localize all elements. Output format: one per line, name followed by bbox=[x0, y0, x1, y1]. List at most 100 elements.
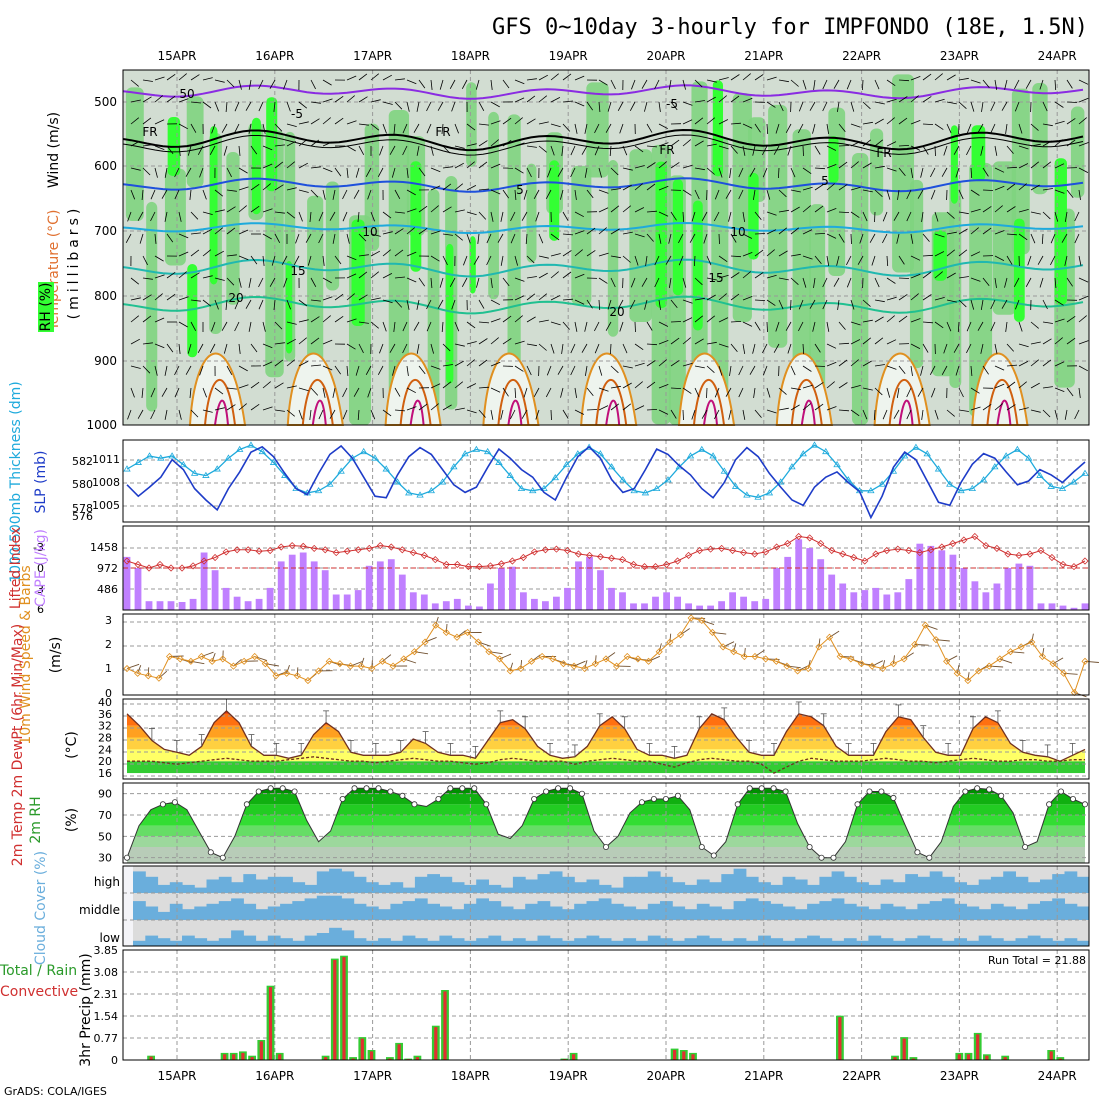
wind-barb bbox=[598, 207, 609, 213]
contour-label: 5 bbox=[516, 183, 524, 197]
wind-barb bbox=[358, 96, 368, 103]
rh-high-region bbox=[950, 125, 958, 204]
wind-barb bbox=[742, 252, 753, 257]
precip-tick: 2.31 bbox=[94, 988, 119, 1001]
wind-barb bbox=[154, 274, 165, 279]
wind-barb bbox=[574, 75, 585, 81]
wind-barb bbox=[394, 276, 406, 279]
cloud-cell bbox=[194, 906, 208, 920]
wind-barb bbox=[466, 143, 477, 147]
cloud-cell bbox=[439, 876, 453, 893]
wind-speed-point bbox=[442, 628, 450, 637]
wind-barb bbox=[982, 206, 992, 213]
wind-barb bbox=[406, 101, 410, 112]
wind-barb bbox=[1006, 145, 1014, 154]
wind-barb bbox=[994, 343, 998, 354]
rh-mid-region bbox=[186, 96, 204, 188]
wind-barb bbox=[753, 387, 756, 398]
wind-barb bbox=[478, 386, 490, 389]
wind-barb bbox=[226, 365, 233, 375]
wind-barb bbox=[1030, 143, 1041, 147]
wind-barb bbox=[130, 338, 140, 345]
wind-barb bbox=[406, 189, 416, 196]
wind-barb bbox=[701, 409, 708, 419]
wind-barb bbox=[898, 117, 908, 125]
wind-barb bbox=[837, 299, 840, 310]
rh-mid-region bbox=[732, 93, 752, 323]
date-label-bottom: 15APR bbox=[157, 1069, 196, 1083]
wind-barb bbox=[365, 167, 372, 177]
wind-barb bbox=[523, 189, 528, 200]
wind-barb bbox=[802, 384, 813, 389]
wind-barb bbox=[694, 189, 700, 200]
wind-barb bbox=[886, 255, 889, 267]
precip-total-label: Total / Rain bbox=[0, 963, 77, 979]
wind-barb bbox=[871, 255, 876, 266]
wind-barb bbox=[802, 255, 813, 260]
wind-barb bbox=[822, 299, 828, 310]
cloud-cell bbox=[414, 938, 428, 946]
wind-barb bbox=[682, 409, 684, 421]
wind-barb bbox=[886, 387, 891, 398]
cape-bar bbox=[1004, 568, 1012, 610]
wind-barb bbox=[130, 99, 141, 103]
wind-barb bbox=[790, 277, 799, 285]
wind-barb bbox=[802, 365, 812, 372]
wind-barb bbox=[161, 189, 168, 199]
wind-barb bbox=[934, 251, 945, 257]
wind-barb bbox=[701, 211, 708, 221]
wind-barb bbox=[694, 315, 704, 323]
wind-barb bbox=[970, 208, 981, 213]
wind-barb bbox=[197, 145, 204, 155]
wind-barb bbox=[730, 233, 737, 243]
wind-barb bbox=[416, 299, 420, 310]
wind-barb bbox=[922, 271, 932, 279]
wind-barb bbox=[510, 233, 516, 244]
cloud-cell bbox=[316, 895, 330, 920]
thickness-point bbox=[314, 486, 323, 494]
wind-barb bbox=[658, 233, 662, 244]
li-point bbox=[343, 547, 351, 555]
cloud-cell bbox=[941, 876, 955, 893]
wind-barb bbox=[298, 319, 309, 323]
wind-speed-point bbox=[730, 648, 738, 656]
wind-barb bbox=[1050, 233, 1056, 244]
cloud-cell bbox=[427, 874, 440, 893]
rh-mid-region bbox=[1032, 83, 1048, 195]
cloud-cell bbox=[843, 903, 857, 920]
li-point bbox=[156, 560, 164, 569]
wind-barb bbox=[850, 359, 859, 367]
wind-barb bbox=[190, 409, 199, 418]
wind-barb bbox=[678, 255, 684, 266]
wind-barb bbox=[1078, 365, 1088, 372]
wind-barb bbox=[922, 73, 932, 81]
thickness-point bbox=[878, 480, 886, 487]
wind-barb bbox=[478, 161, 488, 169]
wind-barb bbox=[130, 167, 141, 171]
wind-barb bbox=[130, 387, 135, 398]
wind-barb bbox=[622, 205, 632, 213]
wind-barb bbox=[766, 387, 771, 398]
wind-barb bbox=[570, 343, 576, 354]
wind-speed-point bbox=[293, 672, 301, 680]
wind-speed-point bbox=[166, 652, 174, 661]
li-point bbox=[266, 546, 274, 555]
rh-point bbox=[926, 854, 933, 861]
cloud-cell bbox=[758, 882, 771, 893]
wind-barb bbox=[898, 145, 910, 147]
wind-barb bbox=[490, 139, 499, 147]
wind-barb bbox=[982, 277, 990, 287]
wind-speed-point bbox=[857, 660, 866, 668]
precip-conv-bar bbox=[966, 1054, 971, 1060]
rh-point bbox=[818, 854, 825, 861]
wind-barb bbox=[346, 293, 355, 301]
wind-barb bbox=[882, 409, 888, 420]
wind-barb bbox=[286, 321, 297, 325]
precip-tick: 3.85 bbox=[94, 944, 119, 957]
wind-barb bbox=[394, 228, 404, 235]
precip-conv-bar bbox=[223, 1054, 227, 1060]
wind-barb bbox=[526, 276, 537, 279]
wind-barb bbox=[370, 250, 380, 257]
li-point bbox=[751, 550, 759, 558]
wind-barb bbox=[598, 227, 607, 235]
